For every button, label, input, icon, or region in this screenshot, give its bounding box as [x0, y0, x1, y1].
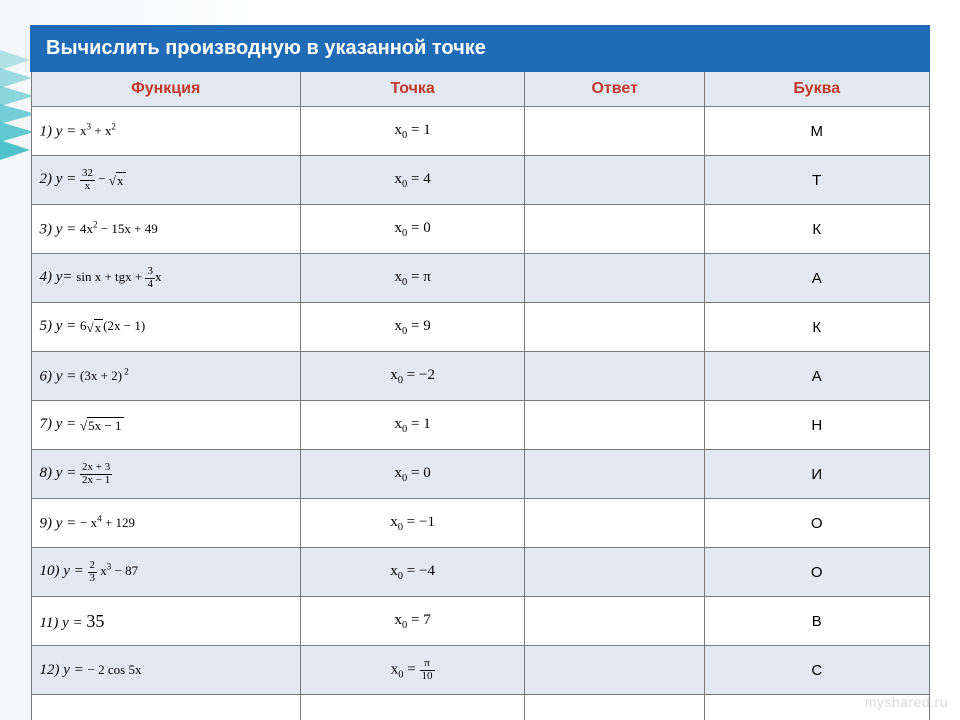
cell-answer [525, 205, 705, 254]
cell-letter: С [704, 646, 929, 695]
table-row: 1) у = x3 + x2x0 = 1 М [31, 107, 929, 156]
header-answer: Ответ [525, 71, 705, 107]
table-row: 4) у= sin x + tgx + 34xx0 = π А [31, 254, 929, 303]
header-point: Точка [300, 71, 525, 107]
cell-answer [525, 401, 705, 450]
cell-answer [525, 254, 705, 303]
cell-letter: Т [704, 156, 929, 205]
cell-letter: В [704, 597, 929, 646]
cell-answer [525, 303, 705, 352]
cell-answer [525, 156, 705, 205]
cell-empty [525, 695, 705, 720]
cell-letter: А [704, 352, 929, 401]
cell-answer [525, 107, 705, 156]
table-row: 8) у = 2x + 32x − 1x0 = 0 И [31, 450, 929, 499]
header-letter: Буква [704, 71, 929, 107]
derivative-table: Вычислить производную в указанной точке … [30, 25, 930, 720]
table-row: 7) у = 5x − 1x0 = 1 Н [31, 401, 929, 450]
cell-letter: К [704, 303, 929, 352]
cell-point: x0 = 9 [300, 303, 525, 352]
table-row: 10) у = 23 x3 − 87x0 = −4 О [31, 548, 929, 597]
cell-function: 4) у= sin x + tgx + 34x [31, 254, 300, 303]
table-row: 12) у = − 2 cos 5xx0 = π10 С [31, 646, 929, 695]
cell-letter: О [704, 499, 929, 548]
cell-point: x0 = π10 [300, 646, 525, 695]
cell-letter: И [704, 450, 929, 499]
cell-function: 1) у = x3 + x2 [31, 107, 300, 156]
table-row: 5) y = 6x(2x − 1)x0 = 9 К [31, 303, 929, 352]
watermark: myshared.ru [865, 694, 948, 710]
cell-point: x0 = −4 [300, 548, 525, 597]
table-row-empty [31, 695, 929, 720]
table-title: Вычислить производную в указанной точке [31, 26, 929, 71]
cell-letter: К [704, 205, 929, 254]
cell-letter: М [704, 107, 929, 156]
table-row: 9) y = − x4 + 129x0 = −1 О [31, 499, 929, 548]
cell-function: 12) у = − 2 cos 5x [31, 646, 300, 695]
cell-answer [525, 548, 705, 597]
cell-point: x0 = π [300, 254, 525, 303]
cell-function: 6) у = (3x + 2) 2 [31, 352, 300, 401]
cell-letter: А [704, 254, 929, 303]
cell-function: 9) y = − x4 + 129 [31, 499, 300, 548]
cell-function: 2) y = 32x − x [31, 156, 300, 205]
cell-empty [300, 695, 525, 720]
table-row: 11) у = 35x0 = 7 В [31, 597, 929, 646]
header-function: Функция [31, 71, 300, 107]
cell-point: x0 = 0 [300, 205, 525, 254]
cell-point: x0 = 0 [300, 450, 525, 499]
cell-function: 7) у = 5x − 1 [31, 401, 300, 450]
cell-answer [525, 597, 705, 646]
table-container: Вычислить производную в указанной точке … [30, 25, 930, 720]
table-row: 3) y = 4x2 − 15x + 49x0 = 0 К [31, 205, 929, 254]
cell-answer [525, 499, 705, 548]
table-row: 6) у = (3x + 2) 2x0 = −2 А [31, 352, 929, 401]
cell-function: 5) y = 6x(2x − 1) [31, 303, 300, 352]
cell-letter: О [704, 548, 929, 597]
title-row: Вычислить производную в указанной точке [31, 26, 929, 71]
cell-answer [525, 450, 705, 499]
cell-answer [525, 646, 705, 695]
cell-point: x0 = −1 [300, 499, 525, 548]
cell-answer [525, 352, 705, 401]
cell-point: x0 = 7 [300, 597, 525, 646]
cell-function: 10) у = 23 x3 − 87 [31, 548, 300, 597]
slide: Вычислить производную в указанной точке … [0, 0, 960, 720]
cell-function: 3) y = 4x2 − 15x + 49 [31, 205, 300, 254]
cell-point: x0 = 1 [300, 107, 525, 156]
cell-letter: Н [704, 401, 929, 450]
cell-point: x0 = 1 [300, 401, 525, 450]
cell-empty [31, 695, 300, 720]
cell-point: x0 = −2 [300, 352, 525, 401]
cell-function: 11) у = 35 [31, 597, 300, 646]
header-row: Функция Точка Ответ Буква [31, 71, 929, 107]
table-row: 2) y = 32x − xx0 = 4 Т [31, 156, 929, 205]
cell-point: x0 = 4 [300, 156, 525, 205]
cell-function: 8) у = 2x + 32x − 1 [31, 450, 300, 499]
